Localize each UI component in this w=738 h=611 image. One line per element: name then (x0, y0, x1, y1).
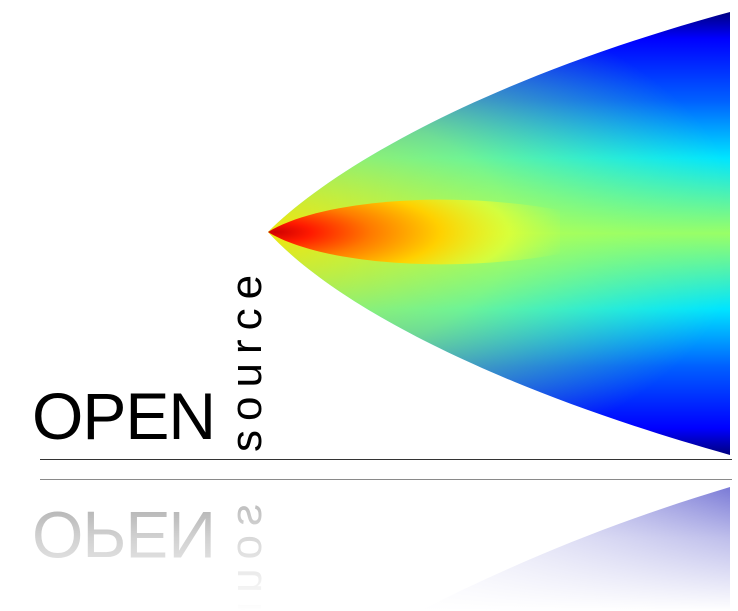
baseline-divider (40, 459, 732, 460)
reflection-fade (0, 478, 738, 611)
logo-word-open: OPEN (32, 379, 216, 453)
logo-word-source: source (222, 265, 271, 452)
plume-core (268, 199, 560, 265)
